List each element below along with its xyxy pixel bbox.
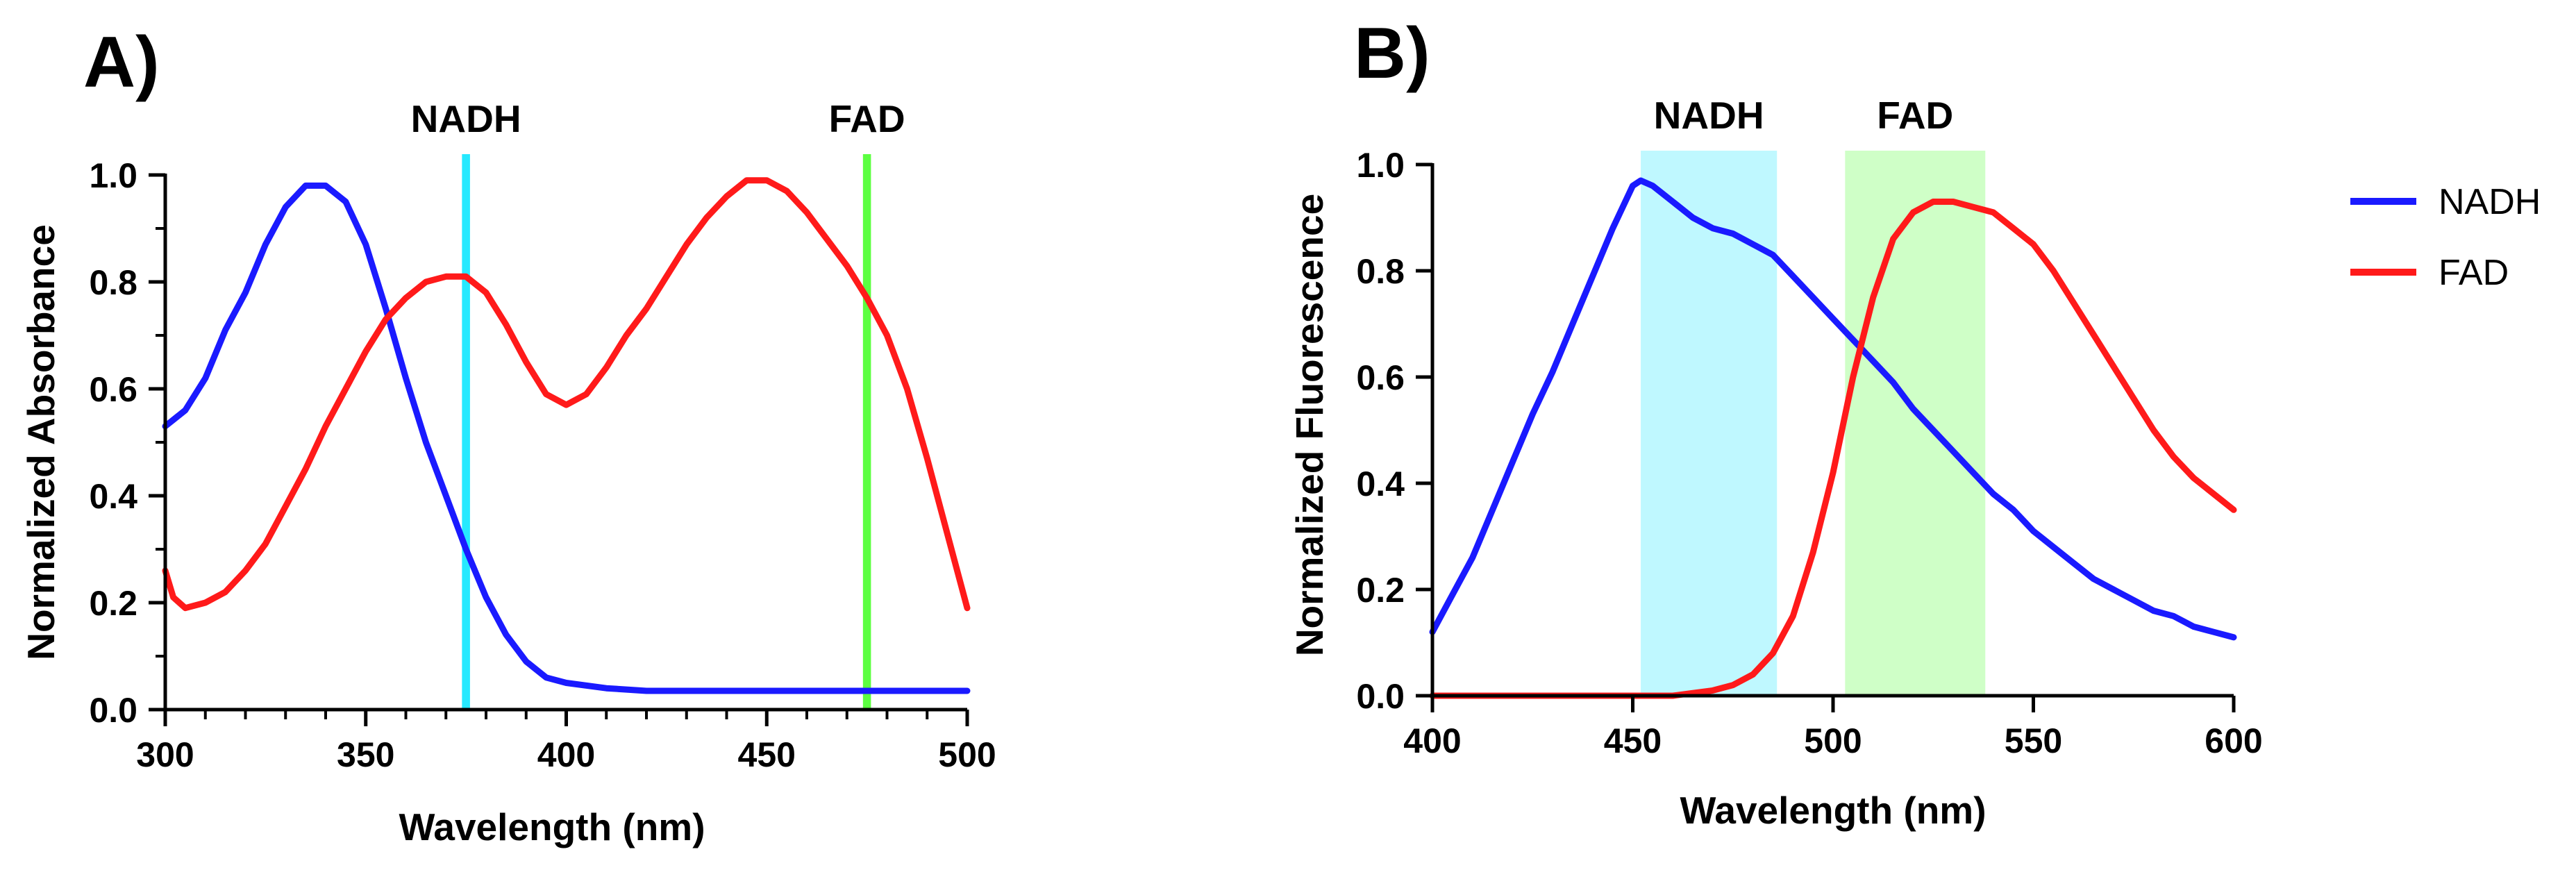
panel-a-y-tick-label-1.0: 1.0 bbox=[89, 156, 137, 195]
panel-b-letter: B) bbox=[1354, 13, 1430, 94]
panel-b-band-labels: NADH FAD bbox=[1654, 94, 1954, 137]
panel-b: B) NADH FAD 400 450 500 550 600 0.00.20.40.60… bbox=[1288, 13, 2263, 832]
panel-a-band-fad bbox=[862, 154, 871, 710]
panel-a-x-tick-label-450: 450 bbox=[738, 735, 796, 774]
panel-a-yticks: 0.0 0.2 0.4 0.6 0.8 1.0 bbox=[89, 156, 165, 730]
panel-a-y-tick-label-0.8: 0.8 bbox=[89, 263, 137, 302]
panel-b-x-tick-label-400: 400 bbox=[1403, 721, 1461, 760]
panel-b-band-label-nadh: NADH bbox=[1654, 94, 1764, 137]
panel-b-y-tick-label-0.4: 0.4 bbox=[1356, 465, 1405, 503]
legend-label-nadh: NADH bbox=[2439, 182, 2541, 222]
panel-a-y-tick-label-0.2: 0.2 bbox=[89, 584, 137, 623]
panel-a-xticks: 300 350 400 450 500 bbox=[136, 710, 996, 774]
panel-a-series-nadh bbox=[162, 182, 971, 694]
panel-a-y-tick-label-0.0: 0.0 bbox=[89, 691, 137, 730]
panel-a-y-axis-title: Normalized Absorbance bbox=[19, 224, 62, 660]
panel-b-y-tick-label-1.0: 1.0 bbox=[1356, 146, 1405, 185]
panel-b-y-axis-title: Normalized Fluorescence bbox=[1288, 194, 1331, 656]
panel-b-x-tick-label-500: 500 bbox=[1804, 721, 1862, 760]
legend-label-fad: FAD bbox=[2439, 253, 2509, 293]
panel-a-x-axis-title: Wavelength (nm) bbox=[399, 805, 705, 848]
panel-b-band-nadh bbox=[1641, 151, 1778, 696]
panel-a-x-tick-label-400: 400 bbox=[537, 735, 595, 774]
panel-a-x-tick-label-500: 500 bbox=[938, 735, 996, 774]
panel-b-series bbox=[1429, 177, 2237, 699]
panel-b-x-axis-title: Wavelength (nm) bbox=[1680, 789, 1986, 832]
panel-a-series bbox=[162, 177, 971, 694]
panel-a-series-fad bbox=[162, 177, 971, 612]
panel-b-x-tick-label-450: 450 bbox=[1604, 721, 1662, 760]
panel-b-band-fad bbox=[1845, 151, 1986, 696]
panel-b-x-tick-label-550: 550 bbox=[2005, 721, 2062, 760]
panel-b-y-tick-label-0.6: 0.6 bbox=[1356, 358, 1405, 397]
panel-b-series-fad bbox=[1429, 199, 2237, 699]
panel-b-x-tick-label-600: 600 bbox=[2205, 721, 2262, 760]
panel-a-x-tick-label-350: 350 bbox=[337, 735, 394, 774]
panel-b-y-tick-label-0.8: 0.8 bbox=[1356, 252, 1405, 291]
panel-b-series-nadh bbox=[1429, 177, 2237, 641]
panel-b-y-tick-label-0.2: 0.2 bbox=[1356, 571, 1405, 610]
panel-a-band-label-nadh: NADH bbox=[411, 97, 521, 140]
panel-a-y-tick-label-0.4: 0.4 bbox=[89, 477, 137, 516]
panel-a-letter: A) bbox=[83, 22, 160, 103]
panel-b-bands bbox=[1641, 151, 1986, 696]
panel-b-y-tick-label-0.0: 0.0 bbox=[1356, 677, 1405, 716]
panel-b-axes bbox=[1430, 163, 2234, 698]
panel-a: A) NADH FAD 300 350 400 450 500 0.00.20.40.60… bbox=[19, 22, 996, 848]
panel-a-band-nadh bbox=[462, 154, 470, 710]
panel-a-y-tick-label-0.6: 0.6 bbox=[89, 370, 137, 409]
panel-a-bands bbox=[462, 154, 871, 710]
panel-a-axes bbox=[163, 174, 967, 712]
panel-a-band-label-fad: FAD bbox=[829, 97, 905, 140]
legend: NADH FAD bbox=[2350, 182, 2541, 293]
panel-a-x-tick-label-300: 300 bbox=[136, 735, 194, 774]
panel-a-band-labels: NADH FAD bbox=[411, 97, 905, 140]
panel-b-band-label-fad: FAD bbox=[1877, 94, 1953, 137]
panel-b-yticks: 0.0 0.2 0.4 0.6 0.8 1.0 bbox=[1356, 146, 1432, 716]
panel-b-xticks: 400 450 500 550 600 bbox=[1403, 696, 2263, 760]
